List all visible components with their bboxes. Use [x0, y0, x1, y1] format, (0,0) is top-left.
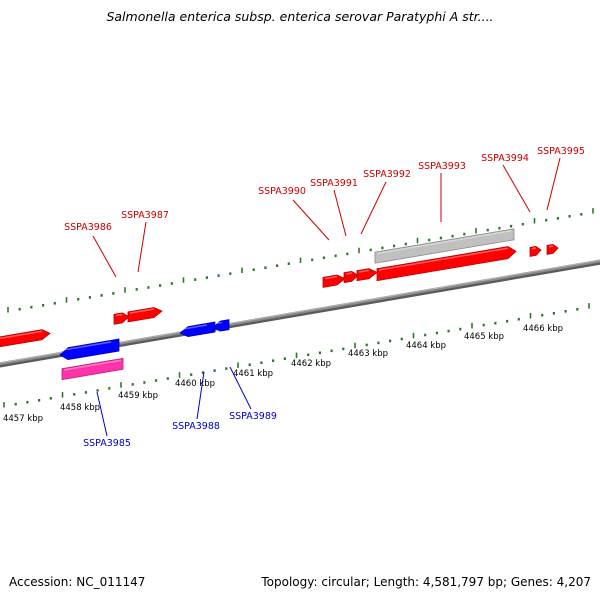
scale-label: 4459 kbp [118, 391, 158, 401]
scale-label: 4466 kbp [523, 324, 563, 334]
scale-label: 4460 kbp [175, 379, 215, 389]
reverse-label-leader [196, 371, 205, 420]
forward-gene-label[interactable]: SSPA3995 [537, 146, 585, 157]
scale-label: 4463 kbp [348, 349, 388, 359]
forward-gene-arrow[interactable] [343, 270, 359, 284]
forward-gene-label[interactable]: SSPA3993 [418, 161, 466, 172]
forward-gene-arrow[interactable] [546, 243, 559, 255]
label-leader-lines [92, 157, 561, 437]
forward-label-leader [92, 235, 117, 278]
forward-gene-arrow[interactable] [127, 307, 163, 323]
scale-label: 4464 kbp [406, 341, 446, 351]
scale-label: 4465 kbp [464, 332, 504, 342]
reverse-gene-arrow[interactable] [179, 321, 216, 338]
scale-label: 4461 kbp [233, 369, 273, 379]
inner-tick-track [3, 303, 590, 408]
reverse-label-leader [229, 366, 252, 410]
forward-gene-label[interactable]: SSPA3990 [258, 186, 306, 197]
forward-gene-arrow[interactable] [356, 268, 378, 282]
forward-gene-arrow[interactable] [322, 274, 346, 288]
outer-tick-track [7, 208, 594, 313]
reverse-gene-label[interactable]: SSPA3989 [229, 411, 277, 422]
forward-gene-arrow[interactable] [0, 329, 51, 348]
reverse-gene-arrow[interactable] [59, 338, 120, 361]
topology-summary-text: Topology: circular; Length: 4,581,797 bp… [261, 575, 591, 589]
scale-label: 4458 kbp [60, 403, 100, 413]
reverse-gene-label[interactable]: SSPA3988 [172, 421, 220, 432]
gene-features [0, 228, 559, 381]
scale-labels: 4457 kbp 4458 kbp 4459 kbp 4460 kbp 4461 kbp… [3, 324, 563, 424]
forward-gene-arrow[interactable] [376, 246, 517, 282]
forward-label-leader [360, 181, 387, 235]
pink-feature-bar[interactable] [61, 357, 124, 381]
forward-label-leader [546, 157, 561, 211]
forward-gene-label[interactable]: SSPA3991 [310, 178, 358, 189]
genome-title: Salmonella enterica subsp. enterica sero… [106, 9, 494, 24]
scale-label: 4457 kbp [3, 414, 43, 424]
forward-label-leader [502, 164, 531, 213]
scale-label: 4462 kbp [291, 359, 331, 369]
forward-gene-arrow[interactable] [529, 245, 542, 257]
forward-gene-label[interactable]: SSPA3987 [121, 210, 169, 221]
grey-feature-bar[interactable] [374, 228, 515, 264]
reverse-label-leader [96, 391, 108, 437]
forward-gene-arrow[interactable] [113, 312, 130, 325]
forward-gene-label[interactable]: SSPA3986 [64, 222, 112, 233]
forward-gene-label[interactable]: SSPA3992 [363, 169, 411, 180]
reverse-gene-arrow[interactable] [212, 319, 230, 332]
forward-label-leader [333, 189, 347, 237]
reverse-gene-label[interactable]: SSPA3985 [83, 438, 131, 449]
forward-gene-label[interactable]: SSPA3994 [481, 153, 529, 164]
forward-label-leader [292, 199, 330, 241]
forward-label-leader [137, 221, 147, 273]
accession-text: Accession: NC_011147 [9, 575, 146, 589]
gene-labels: SSPA3986 SSPA3987 SSPA3990 SSPA3991 SSPA3992… [64, 146, 585, 449]
